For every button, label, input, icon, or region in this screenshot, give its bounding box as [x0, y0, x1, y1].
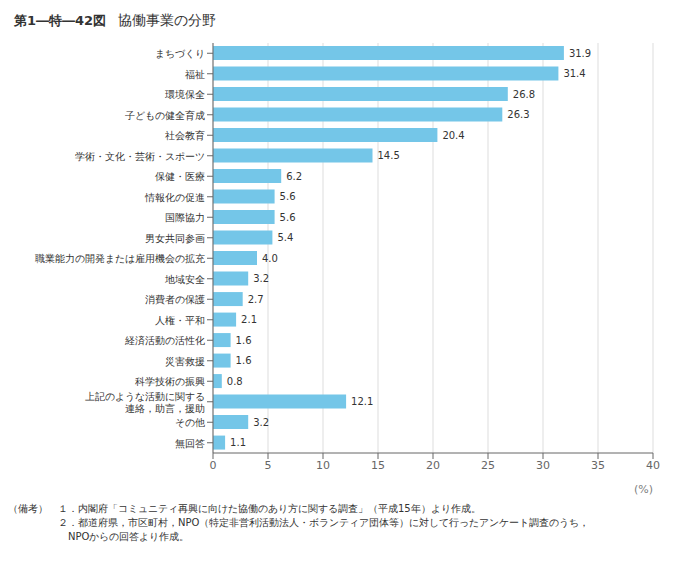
- svg-text:(%): (%): [634, 483, 653, 496]
- svg-text:社会教育: 社会教育: [165, 130, 205, 141]
- svg-text:5.4: 5.4: [277, 232, 293, 243]
- svg-text:科学技術の振興: 科学技術の振興: [135, 376, 205, 387]
- svg-text:上記のような活動に関する連絡，助言，援助: 上記のような活動に関する連絡，助言，援助: [85, 390, 205, 413]
- svg-text:地域安全: 地域安全: [164, 273, 205, 284]
- svg-text:無回答: 無回答: [175, 437, 205, 448]
- svg-text:20.4: 20.4: [442, 130, 464, 141]
- svg-text:環境保全: 環境保全: [165, 89, 205, 100]
- svg-text:4.0: 4.0: [262, 253, 278, 264]
- svg-text:30: 30: [536, 459, 550, 472]
- svg-text:20: 20: [426, 459, 440, 472]
- svg-text:2.1: 2.1: [241, 314, 257, 325]
- svg-text:35: 35: [591, 459, 605, 472]
- svg-text:5.6: 5.6: [280, 191, 296, 202]
- svg-text:26.8: 26.8: [513, 89, 535, 100]
- svg-text:災害救援: 災害救援: [165, 355, 205, 366]
- svg-text:12.1: 12.1: [351, 396, 373, 407]
- svg-text:消費者の保護: 消費者の保護: [145, 294, 205, 305]
- svg-text:人権・平和: 人権・平和: [155, 314, 205, 325]
- svg-text:男女共同参画: 男女共同参画: [145, 232, 205, 243]
- svg-text:31.4: 31.4: [563, 68, 585, 79]
- svg-text:0.8: 0.8: [227, 376, 243, 387]
- svg-text:2.7: 2.7: [248, 294, 264, 305]
- svg-text:26.3: 26.3: [507, 109, 529, 120]
- svg-text:1.1: 1.1: [230, 437, 246, 448]
- svg-text:その他: その他: [175, 417, 205, 428]
- svg-text:40: 40: [646, 459, 660, 472]
- html-text:協働事業の分野: 協働事業の分野: [118, 12, 217, 28]
- svg-text:国際協力: 国際協力: [165, 212, 205, 223]
- svg-text:14.5: 14.5: [378, 150, 400, 161]
- html-text:第1―特―42図: 第1―特―42図: [14, 13, 107, 28]
- svg-text:3.2: 3.2: [253, 273, 269, 284]
- svg-text:25: 25: [481, 459, 495, 472]
- svg-text:6.2: 6.2: [286, 171, 302, 182]
- svg-text:保健・医療: 保健・医療: [155, 171, 205, 182]
- svg-text:3.2: 3.2: [253, 417, 269, 428]
- svg-text:学術・文化・芸術・スポーツ: 学術・文化・芸術・スポーツ: [75, 150, 205, 161]
- svg-text:5: 5: [265, 459, 272, 472]
- svg-text:10: 10: [316, 459, 330, 472]
- svg-text:まちづくり: まちづくり: [155, 48, 205, 59]
- svg-text:31.9: 31.9: [569, 48, 591, 59]
- svg-text:情報化の促進: 情報化の促進: [144, 191, 205, 202]
- svg-text:子どもの健全育成: 子どもの健全育成: [125, 109, 205, 120]
- svg-text:1.6: 1.6: [236, 355, 252, 366]
- html-text:２．都道府県，市区町村，NPO（特定非営利活動法人・ボランテ: ２．都道府県，市区町村，NPO（特定非営利活動法人・ボランティア団体等）に対して…: [8, 517, 590, 528]
- svg-text:1.6: 1.6: [236, 335, 252, 346]
- html-text:NPOからの回答より作成。: NPOからの回答より作成。: [8, 531, 190, 542]
- svg-text:経済活動の活性化: 経済活動の活性化: [124, 335, 205, 346]
- html-text:（備考） １．内閣府「コミュニティ再興に向けた協働のあり方に: （備考） １．内閣府「コミュニティ再興に向けた協働のあり方に関する調査」（平成1…: [8, 503, 481, 514]
- svg-text:職業能力の開発または雇用機会の拡充: 職業能力の開発または雇用機会の拡充: [35, 253, 205, 264]
- svg-text:5.6: 5.6: [280, 212, 296, 223]
- svg-text:0: 0: [210, 459, 217, 472]
- svg-text:福祉: 福祉: [185, 68, 205, 79]
- svg-text:15: 15: [371, 459, 385, 472]
